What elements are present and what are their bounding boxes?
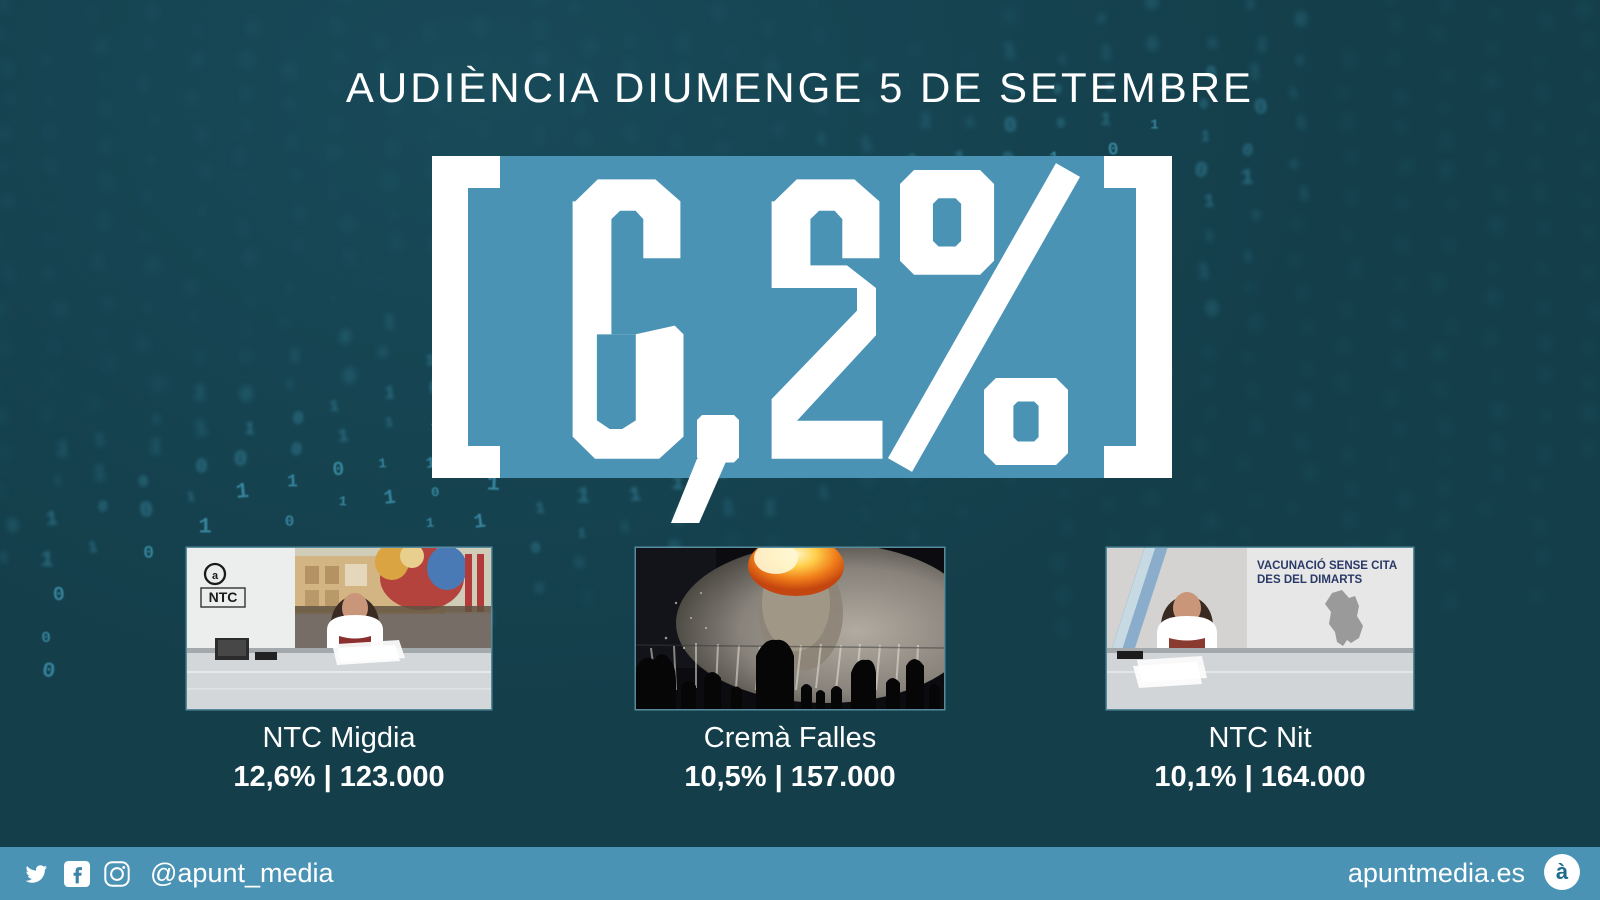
svg-text:DES DEL DIMARTS: DES DEL DIMARTS	[1257, 574, 1363, 586]
svg-text:a: a	[212, 570, 219, 582]
svg-text:NTC: NTC	[209, 589, 238, 605]
svg-text:VACUNACIÓ SENSE CITA: VACUNACIÓ SENSE CITA	[1257, 559, 1397, 572]
svg-text:à: à	[1556, 859, 1569, 884]
